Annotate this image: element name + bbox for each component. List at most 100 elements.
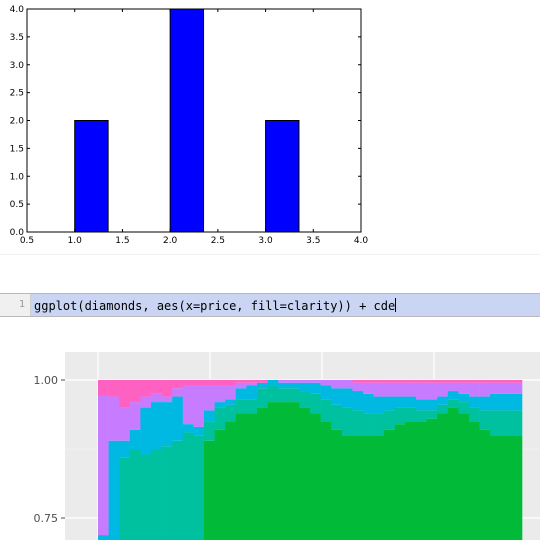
- stacked-bar-segment: [267, 380, 279, 386]
- stacked-bar-segment: [235, 399, 247, 414]
- stacked-bar-segment: [500, 393, 512, 411]
- stacked-bar-segment: [246, 385, 258, 400]
- stacked-bar-segment: [416, 380, 427, 383]
- stacked-bar-segment: [119, 380, 131, 408]
- stacked-bar-segment: [458, 413, 470, 540]
- stacked-bar-segment: [299, 382, 311, 392]
- stacked-bar-segment: [447, 407, 459, 540]
- stacked-bar-segment: [214, 429, 226, 540]
- y-tick-label: 1.00: [34, 374, 59, 387]
- stacked-bar-segment: [405, 407, 417, 422]
- stacked-bar-segment: [129, 402, 141, 430]
- stacked-bar-segment: [447, 380, 459, 383]
- stacked-bar-segment: [108, 440, 120, 540]
- stacked-bar-segment: [288, 380, 300, 383]
- stacked-bar-segment: [320, 380, 332, 386]
- stacked-bar-segment: [352, 391, 364, 411]
- stacked-bar-segment: [257, 380, 268, 383]
- stacked-bar-segment: [458, 382, 470, 394]
- stacked-bar-segment: [405, 421, 417, 540]
- stacked-bar-segment: [129, 429, 141, 449]
- stacked-bar-segment: [511, 393, 523, 411]
- stacked-bar-segment: [416, 399, 427, 411]
- stacked-bar-segment: [246, 413, 258, 540]
- stacked-bar-segment: [500, 410, 512, 436]
- stacked-bar-segment: [437, 396, 449, 405]
- stacked-bar-segment: [193, 385, 205, 427]
- stacked-bar-segment: [384, 429, 396, 540]
- stacked-bar-segment: [458, 402, 470, 414]
- stacked-bar-segment: [416, 382, 427, 400]
- x-tick-label: 4.0: [354, 236, 369, 246]
- stacked-bar-segment: [352, 410, 364, 436]
- stacked-bar-segment: [235, 380, 247, 383]
- stacked-bar-segment: [193, 435, 205, 540]
- stacked-bar-segment: [490, 380, 502, 383]
- line-number: 1: [18, 299, 25, 310]
- stacked-bar-segment: [384, 380, 396, 383]
- stacked-bar-segment: [161, 402, 173, 447]
- stacked-bar-segment: [182, 380, 194, 386]
- y-tick-label: 2.0: [10, 117, 25, 127]
- stacked-bar-segment: [161, 446, 173, 540]
- stacked-bar-segment: [447, 382, 459, 392]
- stacked-bar-segment: [310, 382, 321, 394]
- stacked-bar-segment: [257, 407, 268, 540]
- x-tick-label: 0.5: [20, 236, 34, 246]
- stacked-bar-segment: [341, 407, 353, 436]
- stacked-bar-segment: [320, 421, 332, 540]
- ggplot-fill-chart: 0.75 1.00: [34, 352, 540, 540]
- stacked-bar-segment: [373, 413, 385, 436]
- stacked-bar-segment: [394, 424, 406, 540]
- x-tick-label: 2.5: [211, 236, 225, 246]
- stacked-bar-segment: [394, 382, 406, 397]
- stacked-bar-segment: [469, 421, 480, 540]
- y-tick-label: 3.0: [10, 61, 25, 71]
- stacked-bar-segment: [172, 396, 184, 441]
- y-tick-label: 1.0: [10, 172, 25, 182]
- stacked-bar-segment: [246, 382, 258, 386]
- stacked-bar-segment: [426, 410, 438, 419]
- stacked-bar-segment: [235, 382, 247, 389]
- stacked-bar-segment: [204, 385, 215, 411]
- stacked-bar-segment: [363, 413, 374, 436]
- stacked-bar-segment: [416, 410, 427, 422]
- x-tick-label: 3.5: [306, 236, 320, 246]
- active-code-line[interactable]: ggplot(diamonds, aes(x=price, fill=clari…: [31, 294, 540, 316]
- stacked-bar-segment: [257, 388, 268, 408]
- stacked-bar-segment: [341, 380, 353, 389]
- stacked-bar-segment: [458, 380, 470, 383]
- stacked-bar-segment: [437, 413, 449, 540]
- stacked-bar-segment: [246, 399, 258, 414]
- code-cell[interactable]: 1 ggplot(diamonds, aes(x=price, fill=cla…: [0, 293, 540, 317]
- stacked-bar-segment: [151, 402, 162, 449]
- stacked-bar-segment: [479, 382, 491, 397]
- stacked-bar-segment: [394, 380, 406, 383]
- stacked-bar-segment: [182, 432, 194, 540]
- stacked-bar-segment: [341, 388, 353, 408]
- stacked-bar-segment: [151, 380, 162, 394]
- stacked-bar-segment: [511, 410, 523, 436]
- stacked-bar-segment: [98, 535, 109, 540]
- code-input[interactable]: ggplot(diamonds, aes(x=price, fill=clari…: [34, 298, 397, 313]
- output-separator: [0, 254, 540, 255]
- stacked-bar-segment: [363, 380, 374, 383]
- stacked-bar-segment: [394, 396, 406, 408]
- stacked-bar-segment: [426, 418, 438, 540]
- stacked-bar-segment: [511, 435, 523, 540]
- stacked-bar-segment: [235, 388, 247, 400]
- stacked-bar-segment: [161, 396, 173, 403]
- stacked-bar-segment: [500, 382, 512, 394]
- stacked-bar-segment: [225, 404, 237, 422]
- y-tick-label: 0.5: [10, 200, 24, 210]
- stacked-bar-segment: [405, 396, 417, 408]
- stacked-bar-segment: [172, 388, 184, 397]
- x-tick-label: 2.0: [163, 236, 178, 246]
- stacked-bar-segment: [373, 382, 385, 397]
- stacked-bar-segment: [119, 440, 131, 458]
- stacked-bar-segment: [140, 396, 152, 408]
- stacked-bar-segment: [384, 396, 396, 411]
- text-cursor: [395, 298, 397, 312]
- stacked-bar-segment: [119, 457, 131, 540]
- stacked-bar-segment: [469, 380, 480, 383]
